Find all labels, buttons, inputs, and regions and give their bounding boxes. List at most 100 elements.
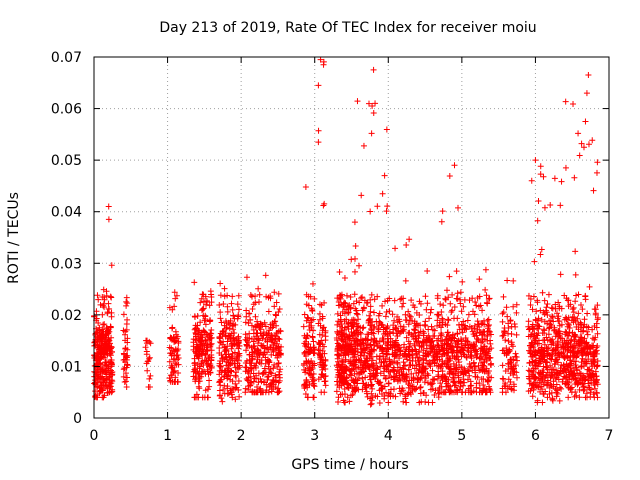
data-point [341, 391, 348, 398]
data-point [364, 337, 371, 344]
data-point [304, 394, 311, 401]
data-point [390, 322, 397, 329]
data-point [243, 358, 250, 365]
data-point [97, 364, 104, 371]
data-point [439, 368, 446, 375]
data-point [270, 342, 277, 349]
data-point [93, 370, 100, 377]
data-point [302, 390, 309, 397]
data-point [530, 293, 537, 300]
data-point [469, 367, 476, 374]
data-point [500, 376, 507, 383]
data-point [267, 344, 274, 351]
x-tick-label: 0 [90, 428, 99, 444]
data-point [207, 288, 214, 295]
data-point [588, 367, 595, 374]
data-point [216, 334, 223, 341]
data-point [545, 380, 552, 387]
data-point [462, 389, 469, 396]
data-point [367, 401, 374, 408]
data-point [439, 337, 446, 344]
data-point [108, 380, 115, 387]
data-point [444, 316, 451, 323]
data-point [470, 343, 477, 350]
data-point [347, 321, 354, 328]
data-point [406, 236, 413, 243]
data-point [264, 338, 271, 345]
data-point [146, 338, 153, 345]
data-point [203, 331, 210, 338]
data-point [309, 333, 316, 340]
data-point [463, 354, 470, 361]
data-point [101, 304, 108, 311]
data-point [271, 361, 278, 368]
data-point [230, 326, 237, 333]
data-point [195, 371, 202, 378]
data-point [99, 340, 106, 347]
data-point [459, 329, 466, 336]
data-point [578, 320, 585, 327]
data-point [525, 292, 532, 299]
data-point [449, 291, 456, 298]
data-point [221, 293, 228, 300]
data-point [461, 296, 468, 303]
data-point [228, 368, 235, 375]
data-point [310, 316, 317, 323]
data-point [396, 374, 403, 381]
data-point [512, 353, 519, 360]
data-point [169, 306, 176, 313]
data-point [580, 144, 587, 151]
data-point [197, 341, 204, 348]
data-point [229, 378, 236, 385]
data-point [107, 369, 114, 376]
data-point [334, 295, 341, 302]
data-point [421, 379, 428, 386]
data-point [268, 370, 275, 377]
data-point [538, 346, 545, 353]
data-point [96, 346, 103, 353]
data-point [263, 293, 270, 300]
data-point [474, 336, 481, 343]
data-point [346, 371, 353, 378]
data-point [447, 355, 454, 362]
data-point [368, 291, 375, 298]
data-point [564, 344, 571, 351]
data-point [580, 363, 587, 370]
data-point [591, 353, 598, 360]
data-point [397, 323, 404, 330]
data-point [421, 321, 428, 328]
data-point [98, 335, 105, 342]
data-point [230, 312, 237, 319]
data-point [453, 338, 460, 345]
data-point [207, 341, 214, 348]
data-point [557, 202, 564, 209]
data-point [433, 351, 440, 358]
data-point [420, 332, 427, 339]
data-point [477, 329, 484, 336]
data-point [468, 349, 475, 356]
data-point [216, 345, 223, 352]
data-point [591, 336, 598, 343]
data-point [445, 382, 452, 389]
data-point [379, 322, 386, 329]
data-point [244, 377, 251, 384]
data-point [267, 366, 274, 373]
data-point [446, 172, 453, 179]
data-point [562, 98, 569, 105]
data-point [454, 387, 461, 394]
data-point [371, 296, 378, 303]
data-point [540, 173, 547, 180]
data-point [394, 313, 401, 320]
data-point [170, 368, 177, 375]
data-point [468, 382, 475, 389]
data-point [416, 354, 423, 361]
data-point [108, 294, 115, 301]
data-point [548, 304, 555, 311]
data-point [352, 327, 359, 334]
data-point [394, 359, 401, 366]
data-point [227, 387, 234, 394]
data-point [394, 378, 401, 385]
data-point [101, 296, 108, 303]
data-point [265, 359, 272, 366]
